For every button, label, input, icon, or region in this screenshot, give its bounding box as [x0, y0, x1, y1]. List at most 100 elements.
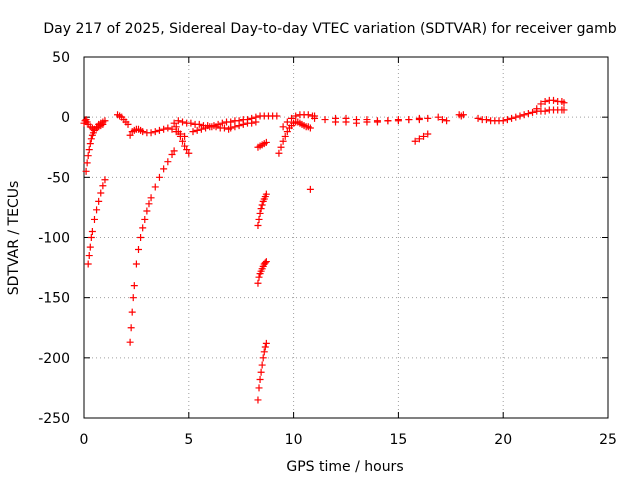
data-point	[174, 117, 182, 125]
data-point	[145, 200, 153, 208]
data-point	[259, 354, 267, 362]
data-point	[411, 137, 419, 145]
data-point	[424, 114, 432, 122]
plot-frame	[83, 56, 609, 419]
data-point	[373, 118, 381, 126]
data-point	[503, 116, 511, 124]
data-point	[99, 120, 107, 128]
data-point	[254, 221, 262, 229]
data-point	[95, 197, 103, 205]
y-axis-label: SDTVAR / TECUs	[6, 181, 22, 296]
data-point	[541, 98, 549, 106]
data-point	[415, 116, 423, 124]
series-arc-o	[275, 118, 314, 157]
data-point	[168, 150, 176, 158]
data-point	[151, 128, 159, 136]
y-tick-label: 0	[61, 110, 70, 126]
data-point	[283, 128, 291, 136]
series-arc-r	[311, 114, 432, 125]
data-point	[126, 131, 134, 139]
data-point	[88, 227, 96, 235]
data-point	[260, 348, 268, 356]
x-tick-label: 20	[494, 432, 512, 448]
x-tick-label: 25	[599, 432, 617, 448]
data-point	[127, 324, 135, 332]
data-point	[512, 113, 520, 121]
data-point	[560, 99, 568, 107]
data-point	[394, 117, 402, 125]
data-point	[187, 119, 195, 127]
data-point	[160, 165, 168, 173]
series-arc-k	[254, 138, 270, 151]
data-point	[550, 96, 558, 104]
series-arc-n	[254, 339, 270, 404]
data-point	[424, 130, 432, 138]
x-axis-label: GPS time / hours	[286, 459, 403, 475]
x-tick-label: 5	[184, 432, 193, 448]
data-point	[434, 113, 442, 121]
data-point	[86, 140, 94, 148]
data-point	[342, 118, 350, 126]
series-arc-f	[126, 147, 178, 346]
data-point	[306, 185, 314, 193]
data-point	[129, 294, 137, 302]
data-point	[252, 118, 260, 126]
data-point	[279, 137, 287, 145]
data-point	[93, 206, 101, 214]
data-point	[85, 146, 93, 154]
series-arc-h	[174, 117, 233, 133]
data-point	[139, 128, 147, 136]
data-point	[99, 182, 107, 190]
data-point	[258, 201, 266, 209]
data-point	[90, 215, 98, 223]
data-point	[311, 114, 319, 122]
x-tick-label: 10	[285, 432, 303, 448]
data-point	[255, 215, 263, 223]
y-tick-label: -150	[38, 291, 70, 307]
data-point	[179, 118, 187, 126]
data-point	[128, 308, 136, 316]
data-point	[541, 107, 549, 115]
data-point	[147, 129, 155, 137]
data-point	[183, 146, 191, 154]
data-point	[101, 176, 109, 184]
data-point	[254, 279, 262, 287]
data-point	[176, 132, 184, 140]
data-point	[292, 112, 300, 120]
data-point	[86, 243, 94, 251]
series-arc-l	[254, 190, 270, 229]
data-point	[256, 209, 264, 217]
data-point	[363, 118, 371, 126]
data-point	[277, 143, 285, 151]
data-point	[262, 138, 270, 146]
data-point	[214, 120, 222, 128]
data-point	[537, 100, 545, 108]
data-point	[332, 118, 340, 126]
data-point	[254, 396, 262, 404]
data-point	[420, 132, 428, 140]
data-points	[80, 96, 568, 404]
y-axis: 50 0 -50 -100 -150 -200 -250	[38, 50, 608, 427]
data-point	[160, 125, 168, 133]
data-point	[220, 124, 228, 132]
data-point	[239, 120, 247, 128]
data-point	[533, 105, 541, 113]
data-point	[168, 125, 176, 133]
data-point	[84, 260, 92, 268]
data-point	[279, 123, 287, 131]
data-point	[227, 118, 235, 126]
data-point	[101, 117, 109, 125]
series-arc-v	[455, 111, 467, 120]
data-point	[85, 252, 93, 260]
x-tick-label: 15	[389, 432, 407, 448]
data-point	[151, 183, 159, 191]
series-arc-i	[189, 112, 281, 136]
data-point	[193, 126, 201, 134]
data-point	[508, 114, 516, 122]
data-point	[459, 111, 467, 119]
data-point	[179, 137, 187, 145]
data-point	[130, 282, 138, 290]
series-arc-t	[411, 130, 432, 145]
data-point	[231, 123, 239, 131]
data-point	[227, 124, 235, 132]
